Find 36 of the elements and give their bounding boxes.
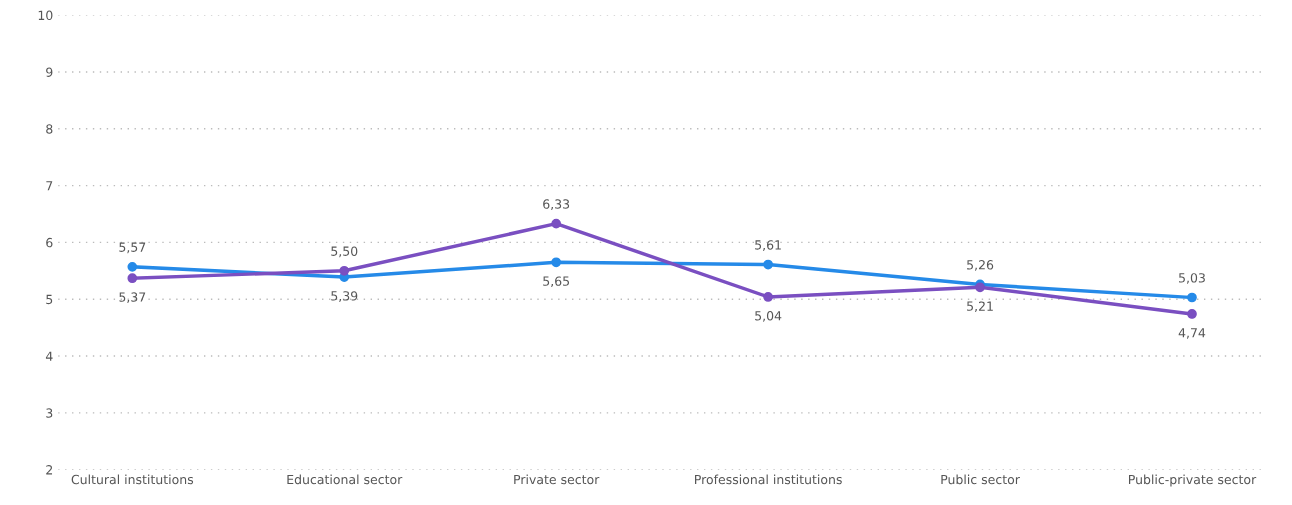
y-tick-label: 9 — [46, 67, 53, 77]
y-tick-label: 4 — [45, 351, 53, 361]
point — [763, 259, 773, 270]
data-label: 5,65 — [543, 276, 570, 288]
data-label: 5,04 — [755, 311, 782, 322]
point — [551, 218, 562, 229]
y-tick-label: 2 — [46, 465, 53, 475]
y-tick-label: 5 — [46, 294, 53, 305]
data-label: 6,33 — [543, 199, 570, 211]
y-tick-label: 8 — [46, 124, 53, 134]
data-label: 5,26 — [967, 260, 994, 271]
point — [1187, 309, 1197, 319]
y-tick-label: 10 — [38, 10, 53, 21]
point — [127, 273, 138, 284]
x-tick-label: Public-private sector — [1128, 474, 1257, 487]
x-tick-label: Cultural institutions — [71, 474, 194, 485]
x-tick-label: Private sector — [514, 474, 600, 485]
data-label: 5,61 — [755, 240, 781, 251]
x-tick-label: Educational sector — [287, 474, 403, 485]
point — [127, 261, 138, 272]
data-label: 5,39 — [331, 291, 358, 302]
data-label: 4,74 — [1178, 328, 1206, 339]
data-label: 5,57 — [119, 242, 146, 254]
data-label: 5,21 — [967, 301, 993, 313]
point — [1187, 292, 1197, 303]
x-tick-label: Public sector — [941, 474, 1020, 485]
point — [551, 257, 562, 268]
point — [339, 265, 350, 276]
point — [763, 292, 773, 302]
y-tick-label: 3 — [46, 408, 53, 418]
y-tick-label: 6 — [46, 237, 53, 248]
data-label: 5,37 — [119, 292, 146, 304]
y-tick-label: 7 — [46, 181, 53, 191]
data-label: 5,50 — [331, 246, 358, 258]
data-label: 5,03 — [1179, 273, 1205, 284]
x-tick-label: Professional institutions — [695, 474, 842, 485]
